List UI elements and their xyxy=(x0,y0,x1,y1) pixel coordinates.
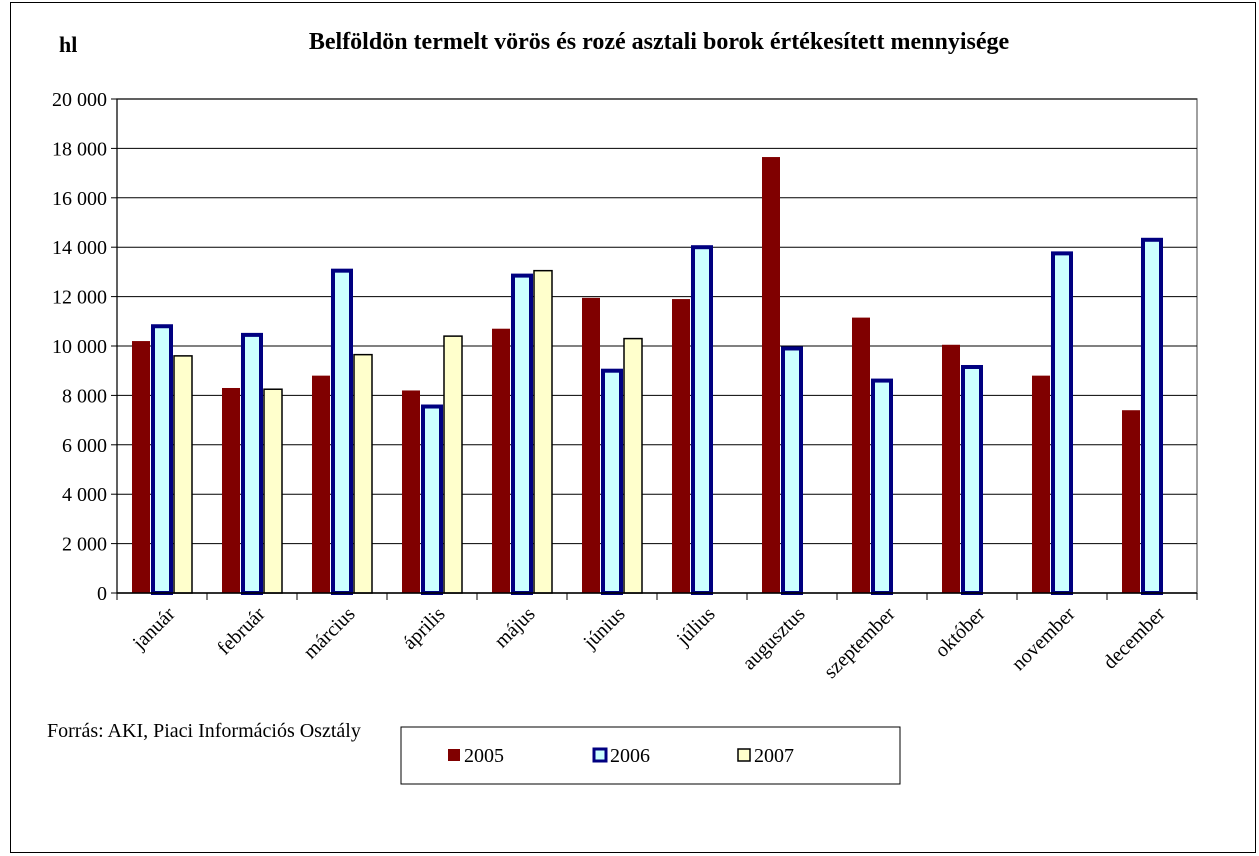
bar-2007-június xyxy=(623,337,643,594)
bar-2007-március xyxy=(353,353,373,594)
chart-frame: hl Belföldön termelt vörös és rozé aszta… xyxy=(10,2,1256,853)
bar-2007-február xyxy=(263,388,283,594)
x-tick-label: február xyxy=(213,603,270,660)
x-tick-label: március xyxy=(299,603,359,663)
x-tick-label: augusztus xyxy=(738,603,809,674)
x-tick-label: november xyxy=(1007,603,1079,675)
bar-2005-augusztus xyxy=(762,157,780,594)
y-tick-label: 8 000 xyxy=(62,385,107,407)
bar-2005-április xyxy=(402,390,420,593)
x-tick-label: szeptember xyxy=(820,603,900,683)
x-tick-label: január xyxy=(128,603,180,655)
bar-2005-január xyxy=(132,341,150,593)
bar-2005-november xyxy=(1032,375,1050,593)
legend: 2005 2006 2007 xyxy=(400,726,901,785)
y-tick-label: 12 000 xyxy=(52,287,107,309)
x-tick-label: április xyxy=(399,603,450,654)
bar-2006-január xyxy=(151,324,173,595)
legend-swatch-2007 xyxy=(737,748,751,762)
bar-chart: hl Belföldön termelt vörös és rozé aszta… xyxy=(47,29,1198,785)
bar-2006-március xyxy=(331,268,353,595)
legend-label-2006: 2006 xyxy=(610,745,650,767)
bar-2005-február xyxy=(222,387,240,593)
y-tick-label: 2 000 xyxy=(62,534,107,556)
legend-box xyxy=(400,726,901,785)
bar-2006-október xyxy=(961,364,983,595)
bar-2006-augusztus xyxy=(781,346,803,595)
y-tick-label: 16 000 xyxy=(52,188,107,210)
bar-2006-május xyxy=(511,273,533,595)
bar-2005-március xyxy=(312,375,330,593)
bar-2005-szeptember xyxy=(852,317,870,593)
y-tick-label: 20 000 xyxy=(52,89,107,111)
bars xyxy=(132,157,1163,596)
x-tick-label: december xyxy=(1099,603,1170,674)
bar-2007-április xyxy=(443,335,463,594)
unit-label: hl xyxy=(59,32,77,57)
bar-2005-október xyxy=(942,344,960,593)
bar-2007-május xyxy=(533,269,553,594)
bar-2006-szeptember xyxy=(871,378,893,595)
x-axis: január február március április május június jú… xyxy=(116,592,1198,683)
legend-swatch-2006 xyxy=(592,747,608,763)
bar-2006-július xyxy=(691,245,713,595)
chart-title: Belföldön termelt vörös és rozé asztali … xyxy=(309,29,1010,55)
x-tick-label: június xyxy=(579,603,630,654)
bar-2005-december xyxy=(1122,410,1140,593)
y-axis: 0 2 000 4 000 6 000 8 000 10 000 12 000 14 000 1… xyxy=(52,89,118,605)
bar-2006-június xyxy=(601,368,623,596)
x-tick-label: július xyxy=(672,603,720,651)
y-tick-label: 6 000 xyxy=(62,435,107,457)
bar-2005-július xyxy=(672,299,690,593)
y-tick-label: 4 000 xyxy=(62,484,107,506)
legend-label-2007: 2007 xyxy=(754,745,794,767)
bar-2007-január xyxy=(173,355,193,594)
bar-2005-június xyxy=(582,297,600,593)
y-tick-label: 18 000 xyxy=(52,138,107,160)
bar-2006-február xyxy=(241,332,263,595)
y-tick-label: 0 xyxy=(97,583,107,605)
legend-swatch-2005 xyxy=(448,749,460,761)
legend-label-2005: 2005 xyxy=(464,745,504,767)
bar-2006-december xyxy=(1141,237,1163,595)
y-tick-label: 10 000 xyxy=(52,336,107,358)
source-note: Forrás: AKI, Piaci Információs Osztály xyxy=(47,720,361,742)
bar-2006-április xyxy=(421,404,443,596)
y-tick-label: 14 000 xyxy=(52,237,107,259)
bar-2006-november xyxy=(1051,251,1073,595)
bar-2005-május xyxy=(492,328,510,593)
x-tick-label: október xyxy=(931,603,990,662)
x-tick-label: május xyxy=(490,603,539,652)
